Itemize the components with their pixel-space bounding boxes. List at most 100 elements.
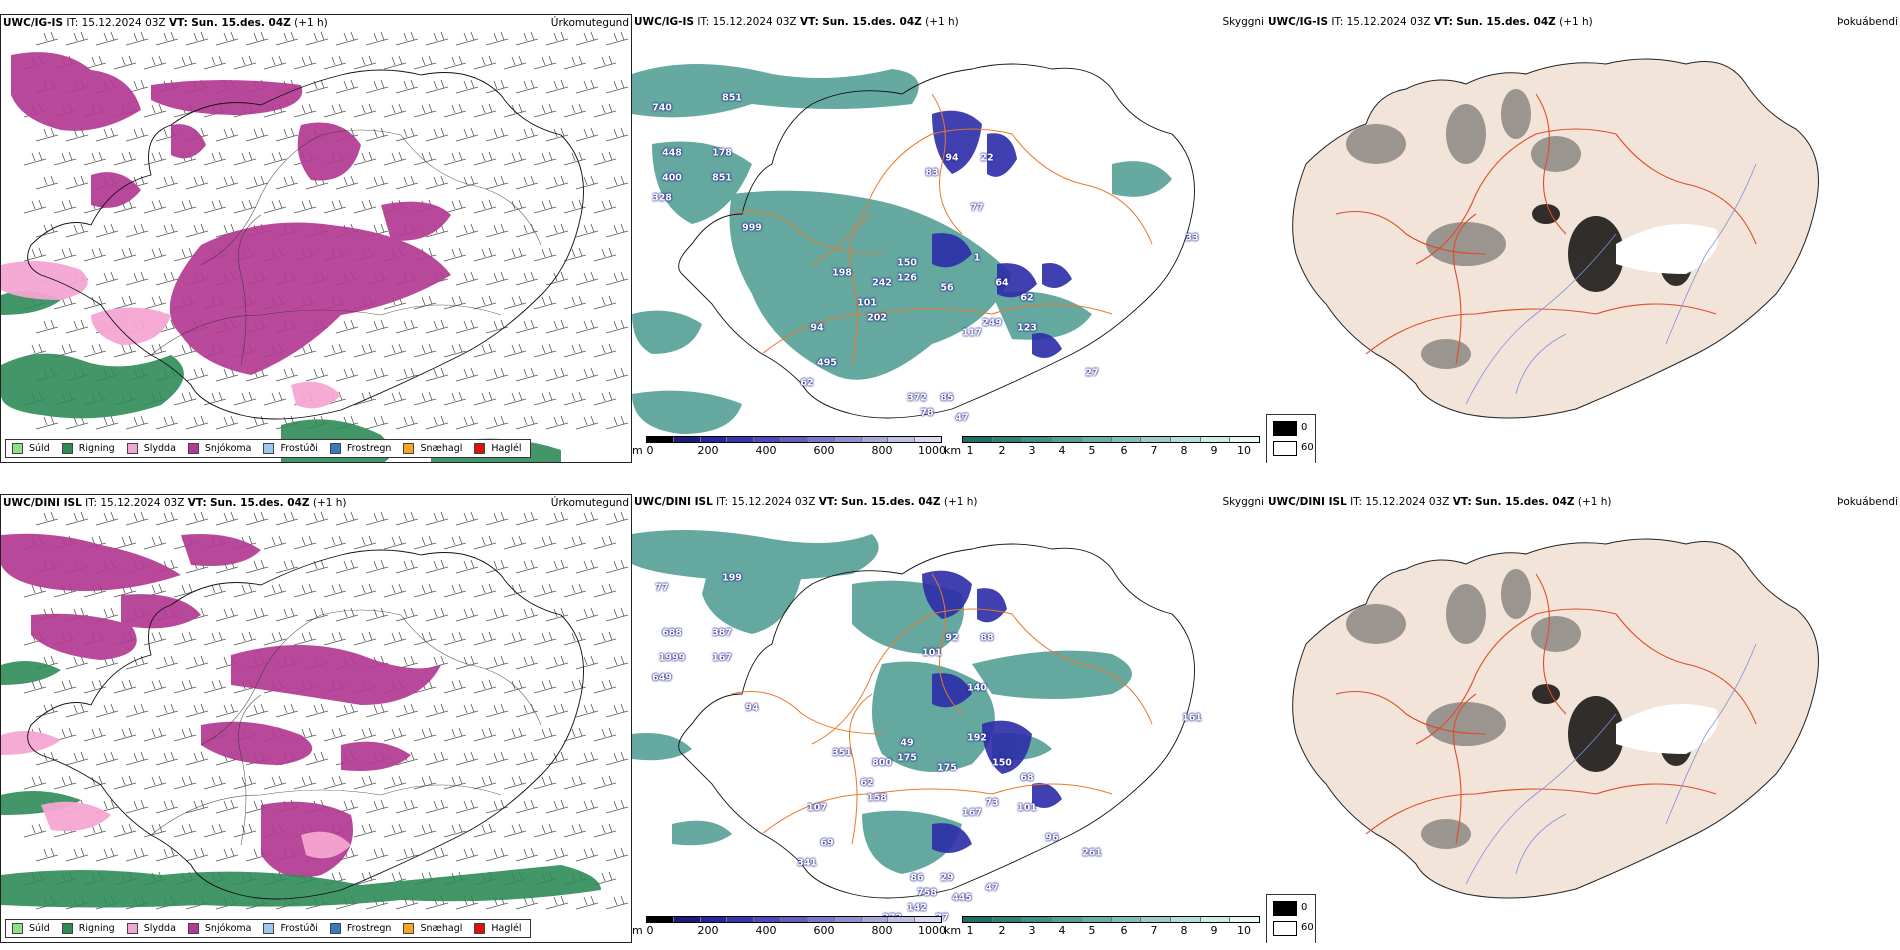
vt-value: Sun. 15.des. 04Z — [822, 16, 922, 28]
visibility-tick: 8 — [1180, 924, 1188, 937]
ceiling-value-label: 351 — [832, 747, 852, 759]
legend-swatch — [329, 923, 341, 934]
land-area — [1292, 58, 1819, 419]
ceiling-value-label: 69 — [820, 837, 834, 849]
colorbar-segment — [1170, 437, 1201, 442]
ceiling-value-label: 123 — [1017, 322, 1037, 334]
colorbar-segment — [1111, 437, 1142, 442]
colorbar-segment — [754, 437, 782, 442]
colorbar-segment — [673, 917, 701, 922]
ceiling-value-label: 758 — [917, 887, 937, 899]
visibility-colorbar-bar — [962, 916, 1260, 923]
roads — [731, 573, 1153, 845]
ceiling-tick: 400 — [755, 444, 777, 457]
colorbar-segment — [861, 437, 889, 442]
colorbar-segment — [727, 437, 755, 442]
colorbar-segment — [781, 437, 808, 442]
vt-label: VT: — [1452, 496, 1472, 508]
legend-label: Frostúði — [280, 923, 318, 934]
roads — [731, 93, 1153, 365]
fog-clear-area — [1616, 704, 1718, 754]
ceiling-value-label: 64 — [995, 277, 1009, 289]
it-value: 15.12.2024 03Z — [1346, 16, 1431, 28]
colorbar-segment — [1052, 917, 1082, 922]
legend-label: Haglél — [491, 443, 522, 454]
colorbar-segment — [1230, 917, 1260, 922]
snow-areas — [11, 52, 451, 375]
legend-item: Frostúði — [263, 443, 318, 454]
fog-legend-label: 60 — [1301, 442, 1314, 453]
legend-label: Frostregn — [346, 443, 392, 454]
visibility-tick: 3 — [1028, 924, 1036, 937]
legend-swatch — [474, 923, 486, 934]
colorbar-segment — [1052, 437, 1082, 442]
ceiling-value-label: 101 — [857, 297, 877, 309]
ceiling-value-label: 88 — [980, 632, 994, 644]
ceiling-value-label: 851 — [722, 92, 742, 104]
ceiling-value-label: 150 — [897, 257, 917, 269]
ceiling-value-label: 94 — [945, 152, 959, 164]
ceiling-value-label: 249 — [982, 317, 1002, 329]
fog-legend-swatch — [1273, 921, 1297, 936]
colorbar-segment — [1081, 437, 1112, 442]
coastline — [678, 63, 1195, 419]
ceiling-value-label: 140 — [967, 682, 987, 694]
legend-item: Snjókoma — [187, 443, 251, 454]
ceiling-value-label: 33 — [1185, 232, 1199, 244]
legend-swatch — [126, 923, 138, 934]
header-row2-precip: UWC/DINI ISL IT: 15.12.2024 03Z VT: Sun.… — [3, 497, 629, 509]
colorbar-segment — [700, 437, 728, 442]
legend-swatch — [329, 443, 341, 454]
ceiling-value-label: 78 — [920, 407, 934, 419]
colorbar-segment — [1081, 917, 1112, 922]
legend-item: Súld — [12, 443, 50, 454]
vt-label: VT: — [187, 497, 207, 509]
ceiling-value-label: 77 — [935, 912, 949, 924]
fog-clear-area — [1616, 224, 1718, 274]
ceiling-value-label: 49 — [900, 737, 914, 749]
ceiling-value-label: 740 — [652, 102, 672, 114]
legend-item: Frostregn — [329, 923, 391, 934]
fog-panel-row1: UWC/IG-IS IT: 15.12.2024 03Z VT: Sun. 15… — [1266, 14, 1900, 463]
ceiling-value-label: 261 — [1082, 847, 1102, 859]
ceiling-value-label: 56 — [940, 282, 954, 294]
colorbar-segment — [700, 917, 728, 922]
colorbar-segment — [1230, 437, 1260, 442]
visibility-tick: 10 — [1237, 924, 1251, 937]
header-row1-fog: UWC/IG-IS IT: 15.12.2024 03Z VT: Sun. 15… — [1268, 16, 1898, 28]
offset: (+1 h) — [312, 497, 347, 509]
ceiling-value-label: 688 — [662, 627, 682, 639]
ceiling-value-label: 62 — [860, 777, 874, 789]
ceiling-value-label: 142 — [907, 902, 927, 914]
colorbar-segment — [861, 917, 889, 922]
fog-indicator-shading — [1346, 89, 1581, 369]
colorbar-segment — [888, 437, 916, 442]
colorbar-segment — [963, 437, 993, 442]
ceiling-value-label: 198 — [832, 267, 852, 279]
ceiling-value-label: 85 — [940, 392, 954, 404]
legend-label: Slydda — [143, 443, 176, 454]
colorbar-segment — [1200, 917, 1231, 922]
ceiling-tick: 400 — [755, 924, 777, 937]
colorbar-segment — [1022, 917, 1053, 922]
it-label: IT: — [1331, 16, 1344, 28]
ceiling-value-label: 649 — [652, 672, 672, 684]
ceiling-colorbar-bar — [646, 436, 942, 443]
visibility-tick: 8 — [1180, 444, 1188, 457]
precip-legend: Súld Rigning Slydda Snjókoma Frostúði Fr… — [5, 919, 531, 938]
colorbar-segment — [754, 917, 782, 922]
colorbar-segment — [992, 917, 1023, 922]
header-row2-visibility: UWC/DINI ISL IT: 15.12.2024 03Z VT: Sun.… — [634, 496, 1264, 508]
ceiling-value-label: 101 — [1017, 802, 1037, 814]
ceiling-tick: 200 — [697, 924, 719, 937]
legend-swatch — [263, 923, 275, 934]
ceiling-value-label: 448 — [662, 147, 682, 159]
precip-type-panel-row2: UWC/DINI ISL IT: 15.12.2024 03Z VT: Sun.… — [0, 494, 632, 943]
sleet-areas — [1, 731, 351, 859]
legend-item: Slydda — [126, 923, 176, 934]
colorbar-segment — [1022, 437, 1053, 442]
rivers — [1465, 643, 1757, 885]
colorbar-segment — [1200, 437, 1231, 442]
ceiling-colorbar: m 0 200 400 600 800 1000 — [632, 914, 946, 942]
panel-title-fog: Þokuábendi — [1837, 496, 1898, 508]
